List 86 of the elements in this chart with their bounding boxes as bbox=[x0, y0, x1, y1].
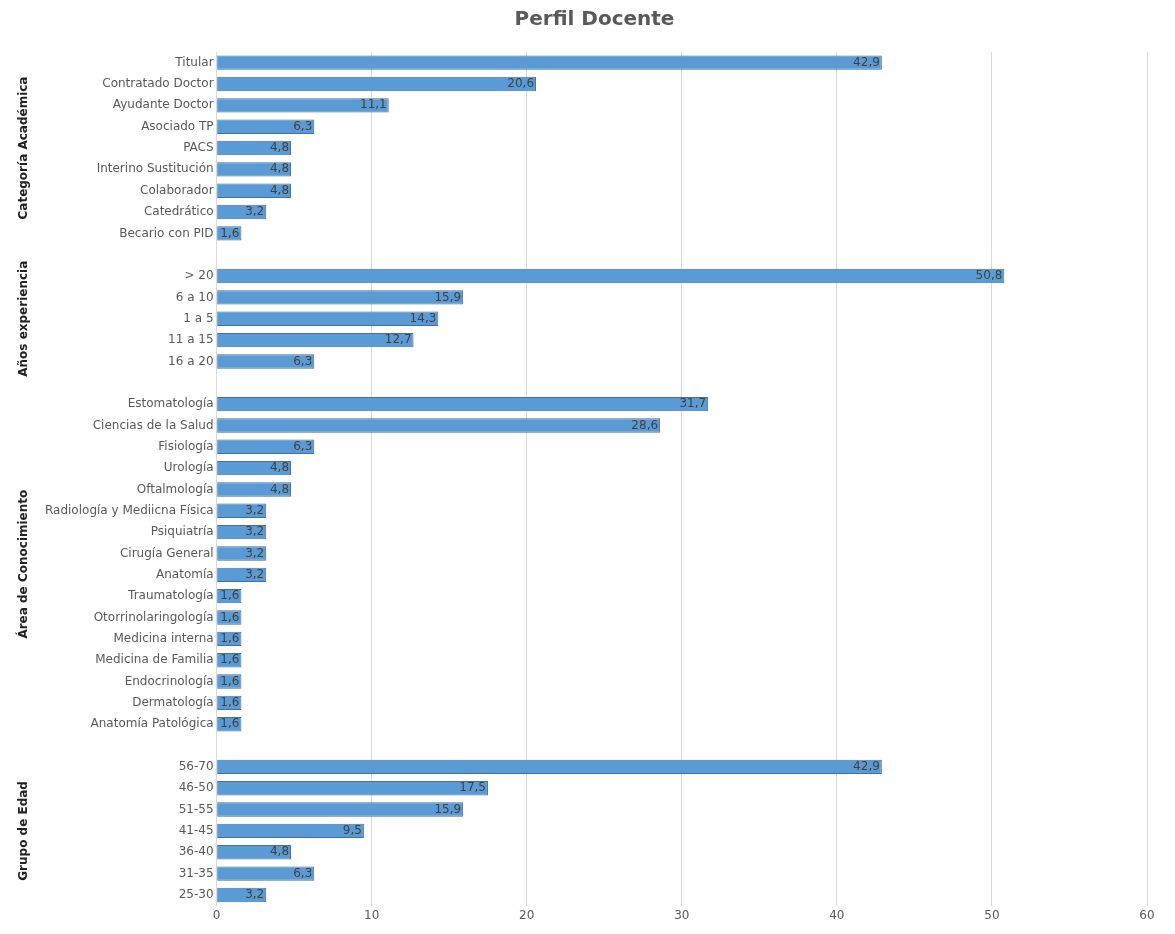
data-label: 3,2 bbox=[245, 887, 265, 902]
y-tick-label: 11 a 15 bbox=[168, 332, 214, 347]
y-tick-label: Fisiología bbox=[158, 438, 214, 453]
data-label: 3,2 bbox=[245, 204, 265, 219]
y-tick-label: Oftalmología bbox=[136, 481, 214, 496]
x-tick-label: 50 bbox=[984, 907, 1000, 922]
y-tick-label: Ayudante Doctor bbox=[112, 97, 214, 112]
x-tick-label: 10 bbox=[364, 907, 380, 922]
y-tick-label: 16 a 20 bbox=[168, 353, 214, 368]
data-label: 28,6 bbox=[631, 417, 659, 432]
data-label: 4,8 bbox=[269, 140, 290, 155]
data-label: 1,6 bbox=[220, 652, 240, 667]
y-tick-label: Anatomía Patológica bbox=[90, 716, 214, 731]
y-tick-label: 51-55 bbox=[178, 801, 214, 816]
y-tick-label: Traumatología bbox=[127, 588, 214, 603]
data-label: 3,2 bbox=[245, 566, 265, 581]
data-label: 1,6 bbox=[220, 225, 240, 240]
x-tick-label: 60 bbox=[1139, 907, 1155, 922]
data-label: 3,2 bbox=[245, 545, 265, 560]
data-label: 3,2 bbox=[245, 524, 265, 539]
y-tick-label: Endocrinología bbox=[124, 673, 214, 688]
y-tick-label: Interino Sustitución bbox=[96, 161, 214, 176]
y-tick-label: Titular bbox=[174, 54, 214, 69]
data-label: 4,8 bbox=[269, 460, 290, 475]
y-tick-label: 46-50 bbox=[178, 780, 214, 795]
data-label: 42,9 bbox=[853, 759, 880, 774]
y-tick-label: Radiología y Mediicna Física bbox=[44, 502, 214, 517]
data-label: 6,3 bbox=[293, 438, 313, 453]
y-tick-label: Urología bbox=[163, 460, 214, 475]
x-tick-label: 0 bbox=[212, 907, 221, 922]
data-label: 6,3 bbox=[293, 865, 313, 880]
y-tick-label: Estomatología bbox=[127, 396, 214, 411]
x-tick-label: 40 bbox=[829, 907, 845, 922]
data-label: 3,2 bbox=[245, 502, 265, 517]
text: Área de Conocimiento bbox=[15, 489, 31, 639]
data-label: 31,7 bbox=[679, 396, 707, 411]
data-label: 4,8 bbox=[269, 481, 290, 496]
data-label: 4,8 bbox=[269, 161, 290, 176]
data-label: 42,9 bbox=[853, 54, 880, 69]
y-tick-label: 25-30 bbox=[178, 887, 214, 902]
y-tick-label: Contratado Doctor bbox=[102, 76, 214, 91]
text: Grupo de Edad bbox=[16, 781, 31, 881]
y-tick-label: 56-70 bbox=[178, 759, 214, 774]
data-label: 11,1 bbox=[360, 97, 387, 112]
y-tick-label: 41-45 bbox=[178, 823, 214, 838]
data-label: 9,5 bbox=[342, 823, 362, 838]
y-tick-label: Asociado TP bbox=[141, 118, 214, 133]
y-tick-label: 36-40 bbox=[178, 844, 214, 859]
data-label: 1,6 bbox=[220, 673, 240, 688]
y-tick-label: 31-35 bbox=[178, 865, 214, 880]
y-tick-label: Dermatología bbox=[132, 694, 214, 709]
data-label: 14,3 bbox=[409, 310, 437, 325]
data-label: 1,6 bbox=[220, 630, 240, 645]
text: Años experiencia bbox=[16, 260, 31, 377]
x-tick-label: 20 bbox=[519, 907, 535, 922]
data-label: 6,3 bbox=[293, 118, 313, 133]
y-tick-label: > 20 bbox=[184, 268, 214, 283]
y-tick-label: Colaborador bbox=[140, 182, 214, 197]
y-tick-label: Otorrinolaringología bbox=[93, 609, 214, 624]
data-label: 50,8 bbox=[975, 268, 1003, 283]
y-tick-label: Cirugía General bbox=[119, 545, 214, 560]
y-tick-label: PACS bbox=[183, 140, 214, 155]
data-label: 17,5 bbox=[459, 780, 486, 795]
text: Categoría Académica bbox=[16, 76, 31, 220]
y-tick-label: Medicina de Familia bbox=[95, 652, 214, 667]
y-tick-label: 6 a 10 bbox=[175, 289, 214, 304]
y-tick-label: Medicina interna bbox=[113, 630, 214, 645]
x-tick-label: 30 bbox=[674, 907, 690, 922]
y-tick-label: Becario con PID bbox=[119, 225, 214, 240]
data-label: 15,9 bbox=[434, 801, 462, 816]
data-label: 1,6 bbox=[220, 609, 240, 624]
data-label: 4,8 bbox=[269, 182, 290, 197]
y-tick-label: Catedrático bbox=[143, 204, 214, 219]
y-tick-label: Anatomía bbox=[156, 566, 214, 581]
data-label: 1,6 bbox=[220, 716, 240, 731]
data-label: 12,7 bbox=[384, 332, 412, 347]
data-label: 1,6 bbox=[220, 694, 240, 709]
y-tick-label: 1 a 5 bbox=[183, 310, 214, 325]
data-label: 4,8 bbox=[269, 844, 290, 859]
data-label: 20,6 bbox=[507, 76, 535, 91]
chart-title: Perfil Docente bbox=[514, 6, 675, 31]
y-tick-label: Psiquiatría bbox=[150, 524, 214, 539]
y-tick-label: Ciencias de la Salud bbox=[92, 417, 214, 432]
data-label: 15,9 bbox=[434, 289, 462, 304]
data-label: 1,6 bbox=[220, 588, 240, 603]
data-label: 6,3 bbox=[293, 353, 313, 368]
